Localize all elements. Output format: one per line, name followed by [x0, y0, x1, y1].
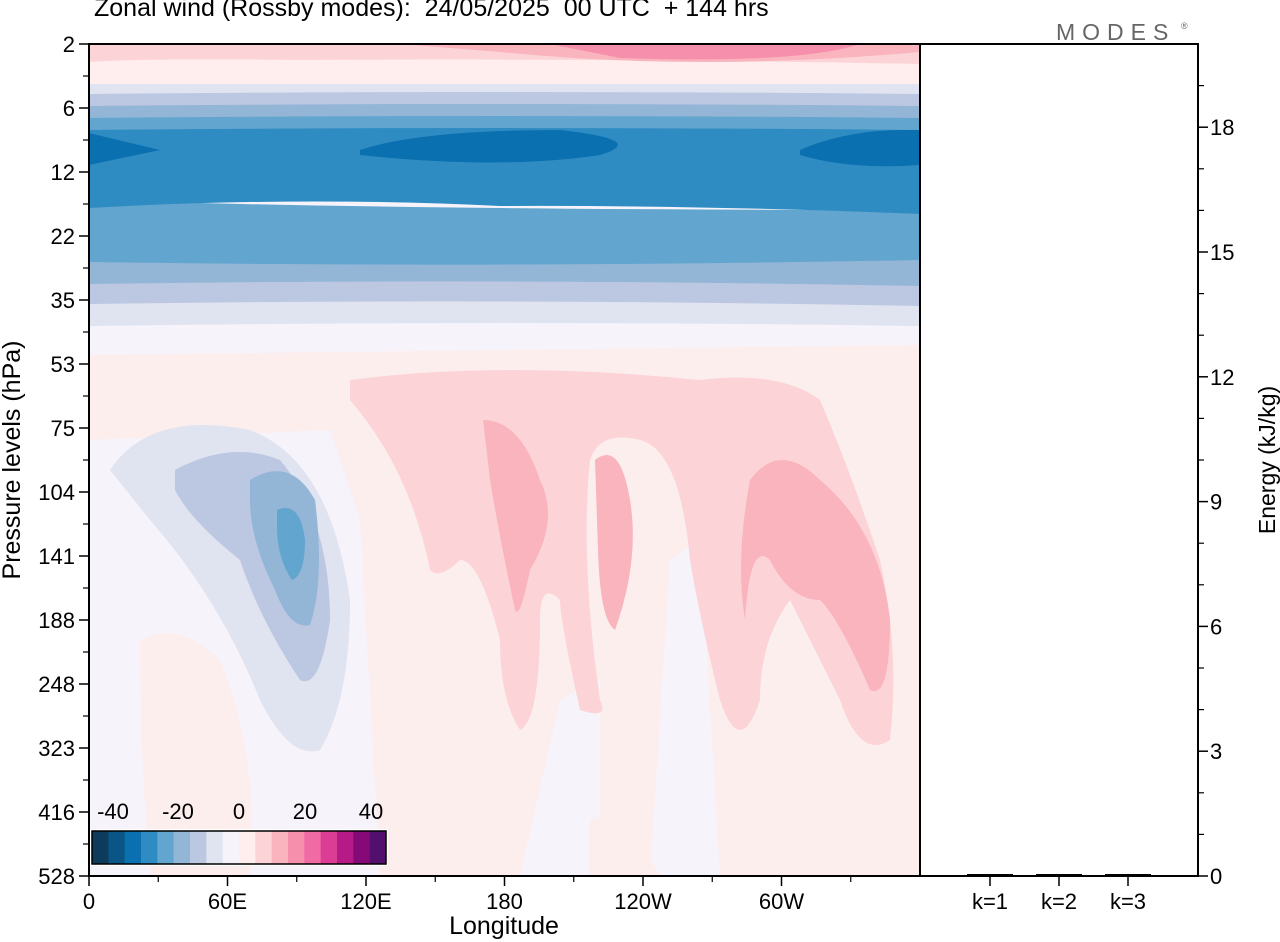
brand-registered-mark: ®: [1181, 21, 1188, 31]
colorbar-label: 0: [233, 799, 245, 824]
colorbar-swatch: [337, 831, 354, 864]
colorbar-swatch: [239, 831, 256, 864]
energy-bar: [967, 874, 1013, 876]
y-tick-label: 6: [63, 96, 75, 121]
energy-tick-label: 9: [1210, 490, 1222, 515]
colorbar-swatch: [320, 831, 338, 864]
x-tick-label: 0: [83, 889, 95, 914]
brand-logo: MODES: [1056, 19, 1176, 45]
x-axis-label: Longitude: [449, 912, 559, 940]
colorbar-frame: [91, 830, 387, 865]
colorbar-label: 40: [359, 799, 383, 824]
x-tick-label: 60W: [759, 889, 804, 914]
energy-category-label: k=2: [1041, 889, 1077, 914]
y-tick-label: 53: [51, 352, 75, 377]
y-tick-label: 188: [38, 608, 75, 633]
y-axis-label: Pressure levels (hPa): [0, 341, 26, 580]
energy-tick-label: 12: [1210, 365, 1234, 390]
chart-title: Zonal wind (Rossby modes): 24/05/2025 00…: [94, 0, 769, 22]
y-tick-label: 104: [38, 480, 75, 505]
energy-tick-label: 0: [1210, 864, 1222, 889]
x-tick-label: 180: [486, 889, 523, 914]
colorbar-swatch: [255, 831, 273, 864]
energy-bar: [1036, 874, 1082, 876]
energy-category-label: k=3: [1110, 889, 1146, 914]
x-tick-label: 120E: [340, 889, 391, 914]
colorbar-swatch: [157, 831, 175, 864]
colorbar-swatch: [304, 831, 322, 864]
energy-axis-label: Energy (kJ/kg): [1254, 386, 1280, 534]
y-tick-label: 323: [38, 736, 75, 761]
y-tick-label: 12: [51, 160, 75, 185]
y-tick-label: 2: [63, 32, 75, 57]
y-tick-label: 528: [38, 864, 75, 889]
x-tick-label: 120W: [614, 889, 672, 914]
y-tick-label: 35: [51, 288, 75, 313]
energy-bars: 0 3 6 9 12 15 18 k=1 k=2 k=3: [967, 84, 1234, 914]
colorbar-swatch: [222, 831, 240, 864]
colorbar-swatch: [206, 831, 224, 864]
y-tick-label: 75: [51, 416, 75, 441]
energy-tick-label: 15: [1210, 240, 1234, 265]
energy-bar: [1105, 874, 1151, 876]
colorbar-swatch: [369, 831, 387, 864]
colorbar-label: 20: [293, 799, 317, 824]
energy-tick-label: 18: [1210, 115, 1234, 140]
y-tick-label: 22: [51, 224, 75, 249]
contour-field: [89, 44, 920, 876]
energy-tick-label: 3: [1210, 739, 1222, 764]
colorbar-swatch: [173, 831, 191, 864]
colorbar-label: -40: [97, 799, 129, 824]
colorbar-swatch: [92, 831, 109, 864]
y-tick-label: 248: [38, 672, 75, 697]
colorbar-swatch: [353, 831, 371, 864]
colorbar-swatch: [288, 831, 305, 864]
x-tick-label: 60E: [208, 889, 247, 914]
y-tick-label: 416: [38, 800, 75, 825]
colorbar-swatch: [141, 831, 158, 864]
energy-panel: 0 3 6 9 12 15 18 k=1 k=2 k=3: [919, 43, 1234, 914]
chart-axes: 0 60E 120E 180 120W 60W 2 6 12 22 35 53 75 104 141 188 2…: [38, 32, 852, 914]
colorbar-swatch: [108, 831, 126, 864]
energy-panel-frame: [919, 43, 1199, 877]
y-tick-label: 141: [38, 544, 75, 569]
energy-tick-label: 6: [1210, 614, 1222, 639]
colorbar: -40 -20 0 20 40: [90, 799, 388, 866]
colorbar-swatch: [271, 831, 289, 864]
energy-category-label: k=1: [972, 889, 1008, 914]
colorbar-swatch: [190, 831, 207, 864]
colorbar-label: -20: [162, 799, 194, 824]
colorbar-swatch: [124, 831, 142, 864]
